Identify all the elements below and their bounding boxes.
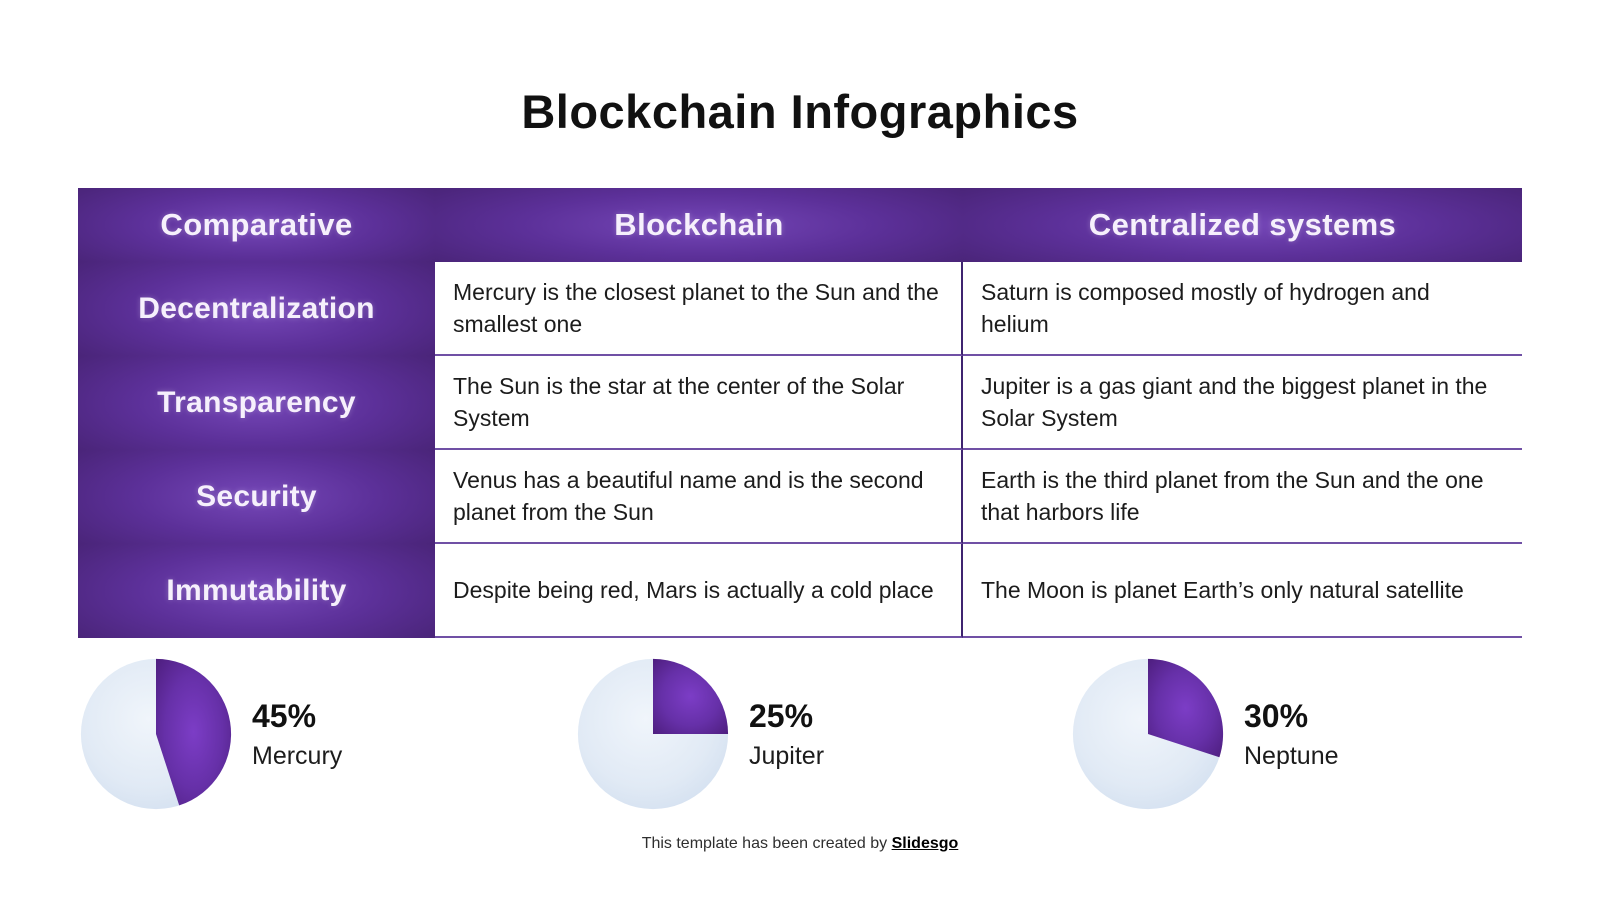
pie-name-label: Jupiter: [749, 741, 825, 770]
blockchain-cell: Mercury is the closest planet to the Sun…: [435, 262, 963, 356]
pie-labels: 30% Neptune: [1244, 700, 1339, 769]
centralized-cell: Jupiter is a gas giant and the biggest p…: [963, 356, 1522, 450]
pie-chart-jupiter: [577, 658, 729, 810]
pie-highlight-slice: [1148, 658, 1224, 758]
centralized-cell: Saturn is composed mostly of hydrogen an…: [963, 262, 1522, 356]
comparison-table: Comparative Blockchain Centralized syste…: [78, 188, 1522, 638]
pie-name-label: Mercury: [252, 741, 343, 770]
pie-labels: 45% Mercury: [252, 700, 342, 769]
pie-chart-neptune: [1072, 658, 1224, 810]
row-label-transparency: Transparency: [78, 356, 435, 450]
blockchain-cell: The Sun is the star at the center of the…: [435, 356, 963, 450]
pie-name-label: Neptune: [1244, 741, 1339, 770]
blockchain-cell: Despite being red, Mars is actually a co…: [435, 544, 963, 638]
page-title: Blockchain Infographics: [521, 85, 1079, 138]
row-label-immutability: Immutability: [78, 544, 435, 638]
pie-percent-label: 45%: [252, 697, 317, 734]
pie-highlight-slice: [156, 658, 232, 806]
row-label-security: Security: [78, 450, 435, 544]
pie-percent-label: 30%: [1244, 697, 1309, 734]
table-header-centralized-systems: Centralized systems: [963, 188, 1522, 262]
blockchain-cell: Venus has a beautiful name and is the se…: [435, 450, 963, 544]
footer-credit-text: This template has been created by: [641, 835, 892, 852]
table-header-comparative: Comparative: [78, 188, 435, 262]
footer-credit: This template has been created by Slides…: [0, 835, 1600, 853]
pie-group-mercury: 45% Mercury: [78, 656, 342, 812]
pie-group-jupiter: 25% Jupiter: [575, 656, 824, 812]
pie-labels: 25% Jupiter: [749, 700, 824, 769]
pie-percent-label: 25%: [749, 697, 814, 734]
pie-chart-mercury: [80, 658, 232, 810]
slidesgo-link[interactable]: Slidesgo: [891, 835, 959, 852]
centralized-cell: Earth is the third planet from the Sun a…: [963, 450, 1522, 544]
row-label-decentralization: Decentralization: [78, 262, 435, 356]
centralized-cell: The Moon is planet Earth’s only natural …: [963, 544, 1522, 638]
pie-highlight-slice: [653, 658, 729, 734]
table-header-blockchain: Blockchain: [435, 188, 963, 262]
pie-group-neptune: 30% Neptune: [1070, 656, 1339, 812]
